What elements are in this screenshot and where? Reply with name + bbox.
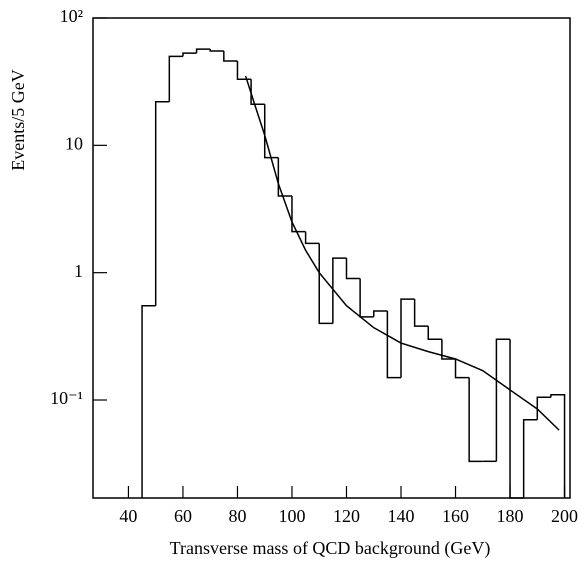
- y-tick-label: 10²: [60, 6, 83, 26]
- x-tick-label: 40: [119, 506, 137, 526]
- histogram-bin: [345, 258, 361, 280]
- histogram-bin: [454, 358, 470, 379]
- histogram-bin: [332, 257, 347, 324]
- histogram-bin: [209, 49, 224, 52]
- plot-frame: [92, 17, 571, 499]
- histogram-bin: [441, 339, 456, 360]
- histogram-bin: [182, 52, 197, 57]
- histogram-bin: [386, 311, 402, 379]
- histogram-bin: [141, 304, 156, 498]
- histogram-bin: [495, 338, 511, 462]
- histogram-bin: [509, 339, 524, 499]
- histogram-bin: [550, 393, 566, 498]
- histogram-bin: [304, 231, 320, 245]
- x-tick-label: 180: [497, 506, 524, 526]
- x-tick-label: 200: [551, 506, 578, 526]
- x-axis-label: Transverse mass of QCD background (GeV): [170, 538, 491, 559]
- histogram-bin: [359, 278, 374, 318]
- histogram-bin: [236, 60, 252, 81]
- histogram-bin: [468, 377, 483, 463]
- histogram-bin: [277, 157, 292, 197]
- x-tick-label: 140: [388, 506, 415, 526]
- y-tick-label: 1: [74, 261, 83, 281]
- fit-curve: [244, 75, 560, 431]
- histogram-bin: [168, 55, 183, 102]
- y-tick-label: 10: [65, 133, 83, 153]
- histogram-bin: [400, 298, 415, 378]
- histogram-bin: [223, 51, 238, 62]
- histogram-bin: [195, 48, 211, 54]
- histogram-bin: [427, 326, 442, 341]
- histogram-bin: [154, 100, 170, 306]
- x-tick-label: 80: [228, 506, 246, 526]
- histogram-bin: [372, 310, 388, 317]
- histogram-bin: [522, 418, 538, 498]
- x-tick-label: 60: [174, 506, 192, 526]
- histogram-bin: [536, 396, 551, 420]
- histogram-bin: [250, 79, 265, 106]
- histogram-bin: [413, 299, 429, 327]
- y-tick-label: 10⁻¹: [50, 388, 83, 408]
- y-axis-label: Events/5 GeV: [8, 69, 28, 170]
- histogram-bin: [291, 196, 306, 233]
- histogram-bin: [263, 104, 279, 159]
- x-tick-label: 160: [442, 506, 469, 526]
- x-tick-label: 100: [278, 506, 305, 526]
- x-tick-label: 120: [333, 506, 360, 526]
- histogram-bin: [318, 243, 333, 325]
